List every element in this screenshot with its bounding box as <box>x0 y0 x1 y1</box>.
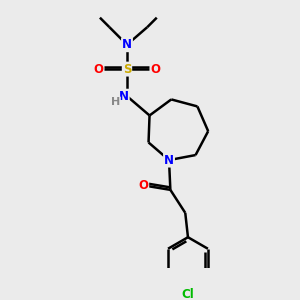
Text: O: O <box>150 63 161 76</box>
Text: Cl: Cl <box>182 288 194 300</box>
Text: N: N <box>164 154 174 166</box>
Text: O: O <box>94 63 103 76</box>
Text: N: N <box>122 38 132 51</box>
Text: H: H <box>111 97 120 107</box>
Text: N: N <box>119 90 129 103</box>
Text: S: S <box>123 63 131 76</box>
Text: O: O <box>138 179 148 192</box>
